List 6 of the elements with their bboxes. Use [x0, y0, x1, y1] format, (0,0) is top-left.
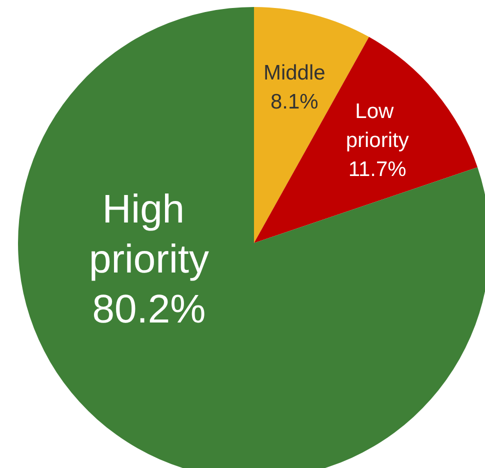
- slice-label: Middle: [263, 62, 326, 85]
- data-label: 80.2%: [92, 288, 206, 332]
- data-label: 11.7%: [348, 158, 406, 181]
- data-label: 8.1%: [270, 90, 318, 114]
- slice-label: High priority: [88, 188, 209, 282]
- slice-label: Low priority: [346, 100, 410, 152]
